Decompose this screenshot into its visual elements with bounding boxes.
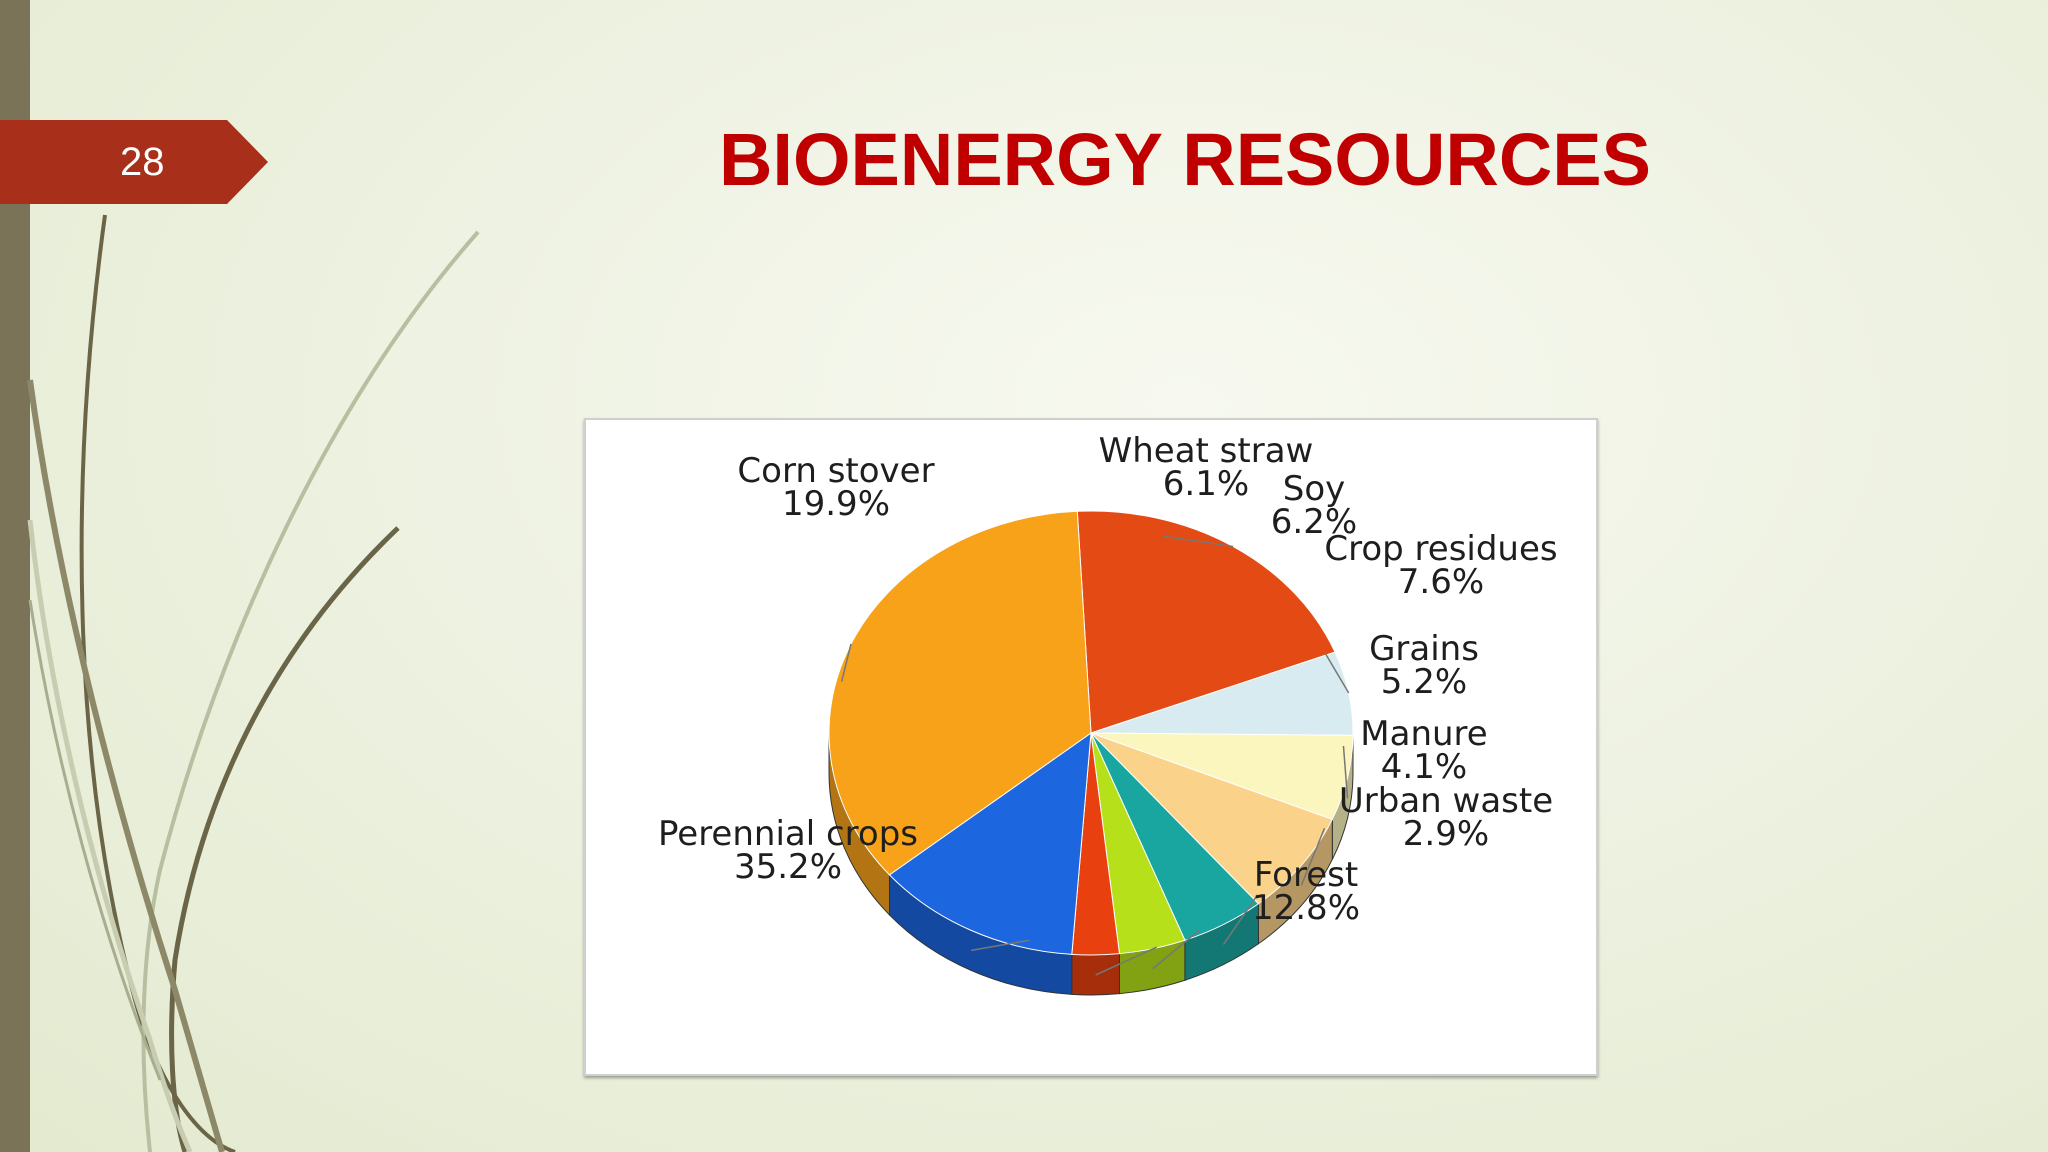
pie-slice-forest xyxy=(888,731,1092,955)
slice-label: Perennial crops xyxy=(658,814,918,854)
slice-value-label: 19.9% xyxy=(782,484,890,524)
leader-line xyxy=(1300,827,1326,886)
slide-number: 28 xyxy=(120,140,165,184)
slice-value-label: 12.8% xyxy=(1252,888,1360,928)
slide-number-tab xyxy=(0,120,268,204)
leader-line xyxy=(970,939,1030,952)
slice-label: Wheat straw xyxy=(1099,431,1314,471)
leader-line xyxy=(1342,745,1349,799)
slice-label: Crop residues xyxy=(1324,529,1557,569)
slice-value-label: 6.2% xyxy=(1271,502,1357,542)
slice-value-label: 6.1% xyxy=(1163,464,1249,504)
leader-line xyxy=(1152,929,1201,970)
decorative-swooshes xyxy=(27,214,480,1152)
leader-line xyxy=(1324,652,1350,694)
slide-title: BIOENERGY RESOURCES xyxy=(718,118,1652,201)
slice-value-label: 4.1% xyxy=(1381,747,1467,787)
leader-line xyxy=(1163,535,1234,548)
leader-line xyxy=(1095,946,1158,976)
slice-label: Manure xyxy=(1360,714,1487,754)
slice-value-label: 5.2% xyxy=(1381,662,1467,702)
slice-value-label: 2.9% xyxy=(1403,814,1489,854)
slice-label: Corn stover xyxy=(737,451,934,491)
slice-value-label: 7.6% xyxy=(1398,562,1484,602)
pie-chart-image: Corn stover 19.9% Wheat straw 6.1% Soy 6.2% Cr… xyxy=(584,418,1598,1076)
slice-label: Urban waste xyxy=(1339,781,1553,821)
slice-label: Grains xyxy=(1369,629,1479,669)
slice-label: Forest xyxy=(1254,855,1358,895)
leader-line xyxy=(840,643,852,682)
pie-slice-crop-residues xyxy=(1090,732,1334,905)
slice-label: Soy xyxy=(1283,469,1346,509)
slice-value-label: 35.2% xyxy=(734,847,842,887)
leader-line xyxy=(1222,894,1259,945)
